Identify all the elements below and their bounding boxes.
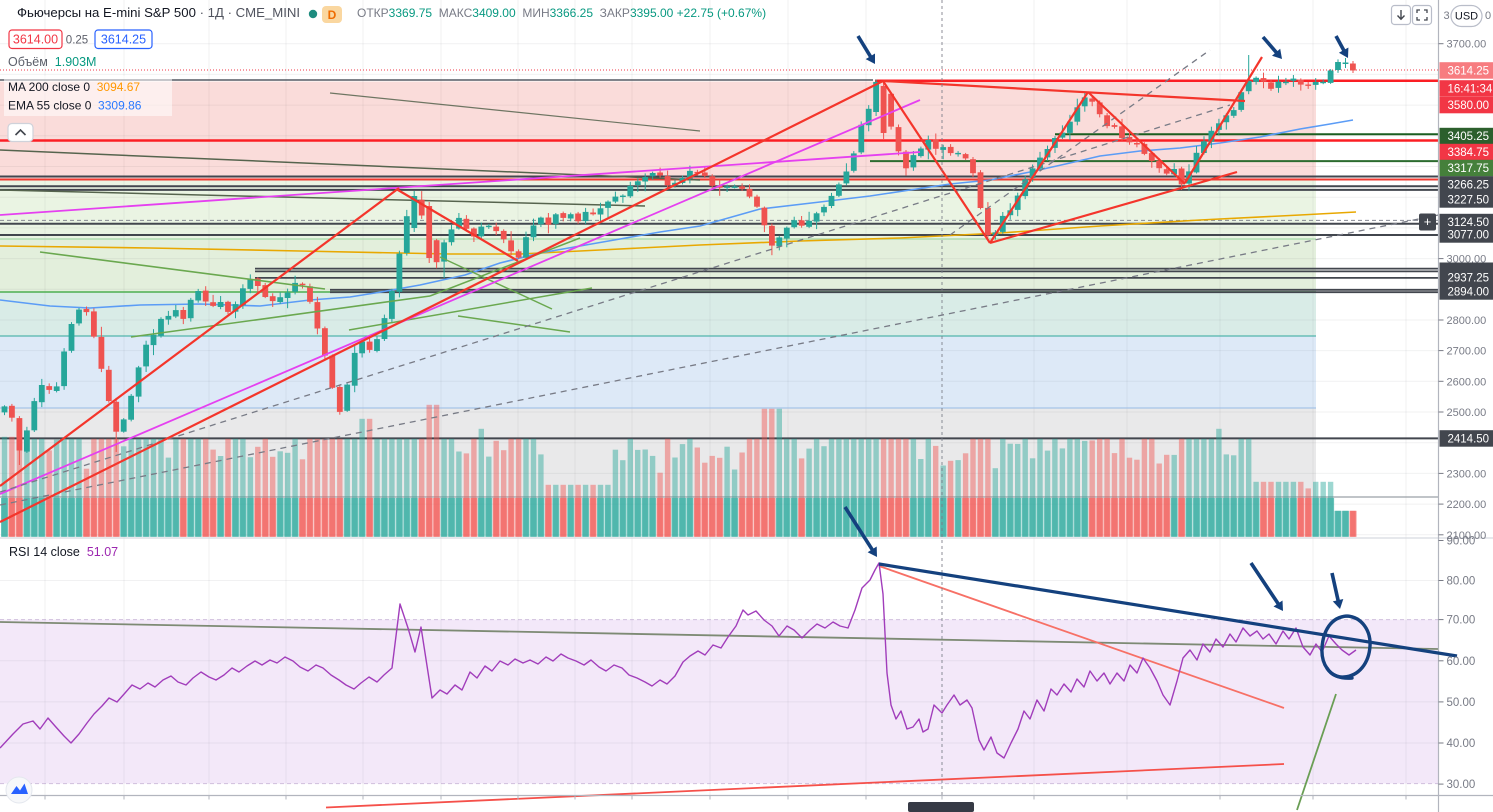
svg-text:60.00: 60.00 — [1447, 656, 1476, 668]
svg-text:40.00: 40.00 — [1447, 738, 1476, 750]
svg-text:ОТКР3369.75 МАКС3409.00 МИН3: ОТКР3369.75 МАКС3409.00 МИН3366.25 ЗАКР3… — [357, 6, 766, 20]
svg-text:80.00: 80.00 — [1447, 576, 1476, 588]
svg-text:2414.50: 2414.50 — [1448, 434, 1490, 446]
svg-text:3317.75: 3317.75 — [1448, 163, 1490, 175]
svg-text:90.00: 90.00 — [1447, 536, 1476, 548]
svg-text:2600.00: 2600.00 — [1447, 376, 1487, 388]
svg-text:16:41:34: 16:41:34 — [1448, 84, 1493, 96]
svg-text:2300.00: 2300.00 — [1447, 468, 1487, 480]
svg-text:3266.25: 3266.25 — [1448, 180, 1490, 192]
svg-text:Фьючерсы на E-mini S&P 500 · 1: Фьючерсы на E-mini S&P 500 · 1Д · CME_MI… — [17, 5, 300, 20]
svg-text:30.00: 30.00 — [1447, 779, 1476, 791]
svg-text:MA 200 close 0 3094.67: MA 200 close 0 3094.67 — [8, 80, 140, 94]
svg-text:3077.00: 3077.00 — [1448, 230, 1490, 242]
svg-text:RSI 14 close 51.07: RSI 14 close 51.07 — [9, 545, 118, 559]
svg-text:D: D — [328, 8, 337, 22]
svg-text:3405.25: 3405.25 — [1448, 131, 1490, 143]
svg-text:3227.50: 3227.50 — [1448, 195, 1490, 207]
svg-text:70.00: 70.00 — [1447, 615, 1476, 627]
svg-text:2500.00: 2500.00 — [1447, 407, 1487, 419]
svg-text:2894.00: 2894.00 — [1448, 287, 1490, 299]
svg-text:3124.50: 3124.50 — [1448, 217, 1490, 229]
svg-text:Объём 1.903M: Объём 1.903M — [8, 55, 96, 69]
svg-text:3614.00: 3614.00 — [13, 33, 58, 47]
svg-text:2700.00: 2700.00 — [1447, 346, 1487, 358]
svg-text:+: + — [1424, 214, 1432, 229]
svg-text:3580.00: 3580.00 — [1448, 100, 1490, 112]
svg-text:3: 3 — [1444, 10, 1450, 22]
svg-text:3614.25: 3614.25 — [101, 33, 146, 47]
svg-text:3700.00: 3700.00 — [1447, 39, 1487, 51]
svg-text:USD: USD — [1455, 11, 1478, 23]
svg-text:3384.75: 3384.75 — [1448, 147, 1490, 159]
svg-text:2100.00: 2100.00 — [1447, 530, 1487, 542]
svg-text:2937.25: 2937.25 — [1448, 273, 1490, 285]
svg-text:2200.00: 2200.00 — [1447, 499, 1487, 511]
svg-text:3614.25: 3614.25 — [1448, 66, 1490, 78]
svg-text:50.00: 50.00 — [1447, 697, 1476, 709]
svg-text:EMA 55 close 0 3309.86: EMA 55 close 0 3309.86 — [8, 99, 142, 113]
svg-text:0.25: 0.25 — [66, 35, 88, 47]
svg-text:2800.00: 2800.00 — [1447, 315, 1487, 327]
svg-text:0: 0 — [1485, 10, 1491, 22]
